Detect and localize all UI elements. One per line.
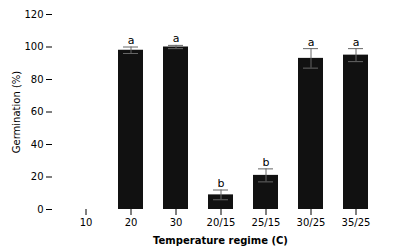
svg-text:20: 20	[125, 217, 138, 228]
svg-text:a: a	[173, 32, 180, 45]
svg-text:30/25: 30/25	[297, 217, 326, 228]
svg-text:a: a	[308, 36, 315, 49]
svg-text:0: 0	[37, 204, 43, 215]
svg-text:100: 100	[24, 41, 43, 52]
svg-text:40: 40	[31, 139, 44, 150]
svg-text:b: b	[263, 156, 270, 169]
svg-text:10: 10	[80, 217, 93, 228]
svg-text:60: 60	[31, 106, 44, 117]
svg-text:80: 80	[31, 74, 44, 85]
svg-text:25/15: 25/15	[252, 217, 281, 228]
svg-text:20/15: 20/15	[207, 217, 236, 228]
svg-text:120: 120	[24, 9, 43, 20]
svg-text:35/25: 35/25	[342, 217, 371, 228]
svg-text:b: b	[218, 177, 225, 190]
svg-text:a: a	[353, 36, 360, 49]
svg-text:Temperature regime (C): Temperature regime (C)	[153, 235, 288, 246]
svg-text:30: 30	[170, 217, 183, 228]
svg-text:a: a	[128, 34, 135, 47]
svg-text:20: 20	[31, 171, 44, 182]
svg-text:Germination (%): Germination (%)	[11, 71, 22, 154]
